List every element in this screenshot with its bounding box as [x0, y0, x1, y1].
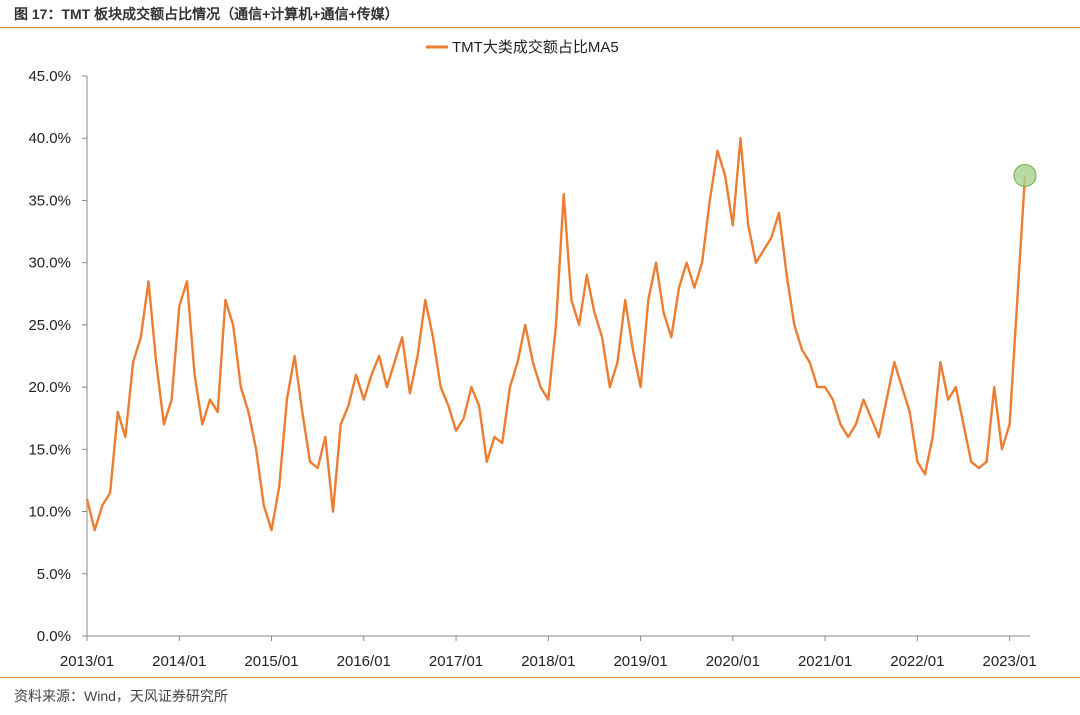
- x-tick-label: 2021/01: [798, 653, 852, 670]
- header-rule: [0, 27, 1080, 28]
- y-axis: 0.0% 5.0% 10.0% 15.0% 20.0% 25.0% 30.0% 35.0% 40…: [28, 68, 88, 645]
- x-tick-label: 2017/01: [429, 653, 483, 670]
- x-tick-label: 2018/01: [521, 653, 575, 670]
- x-tick-label: 2023/01: [983, 653, 1037, 670]
- x-tick-label: 2015/01: [244, 653, 298, 670]
- source-note: 资料来源：Wind，天风证券研究所: [14, 688, 228, 704]
- y-tick-label: 10.0%: [28, 504, 71, 521]
- latest-value-highlight-marker: [1013, 164, 1037, 188]
- x-tick-label: 2019/01: [613, 653, 667, 670]
- x-tick-label: 2020/01: [706, 653, 760, 670]
- legend-label: TMT大类成交额占比MA5: [452, 38, 619, 56]
- footer-rule: [0, 677, 1080, 678]
- y-tick-labels: 0.0% 5.0% 10.0% 15.0% 20.0% 25.0% 30.0% 35.0% 40…: [28, 68, 87, 645]
- legend: TMT大类成交额占比MA5: [426, 38, 619, 56]
- y-tick-label: 25.0%: [28, 317, 71, 334]
- y-tick-label: 15.0%: [28, 441, 71, 458]
- x-tick-labels: 2013/01 2014/01 2015/01 2016/01 2017/01 2018/…: [60, 636, 1037, 670]
- series-group: [85, 136, 1027, 532]
- series-line-tmt-ma5: [85, 136, 1027, 532]
- y-tick-label: 5.0%: [37, 566, 71, 583]
- y-tick-label: 0.0%: [37, 628, 71, 645]
- y-tick-label: 45.0%: [28, 68, 71, 85]
- y-tick-label: 30.0%: [28, 255, 71, 272]
- y-tick-label: 35.0%: [28, 192, 71, 209]
- x-tick-label: 2014/01: [152, 653, 206, 670]
- highlight-marker-group: [1013, 164, 1037, 188]
- figure-title: 图 17：TMT 板块成交额占比情况（通信+计算机+通信+传媒）: [14, 6, 399, 22]
- x-axis: 2013/01 2014/01 2015/01 2016/01 2017/01 2018/…: [60, 635, 1037, 670]
- x-tick-label: 2022/01: [890, 653, 944, 670]
- y-tick-label: 20.0%: [28, 379, 71, 396]
- x-tick-label: 2016/01: [337, 653, 391, 670]
- x-tick-label: 2013/01: [60, 653, 114, 670]
- y-tick-label: 40.0%: [28, 130, 71, 147]
